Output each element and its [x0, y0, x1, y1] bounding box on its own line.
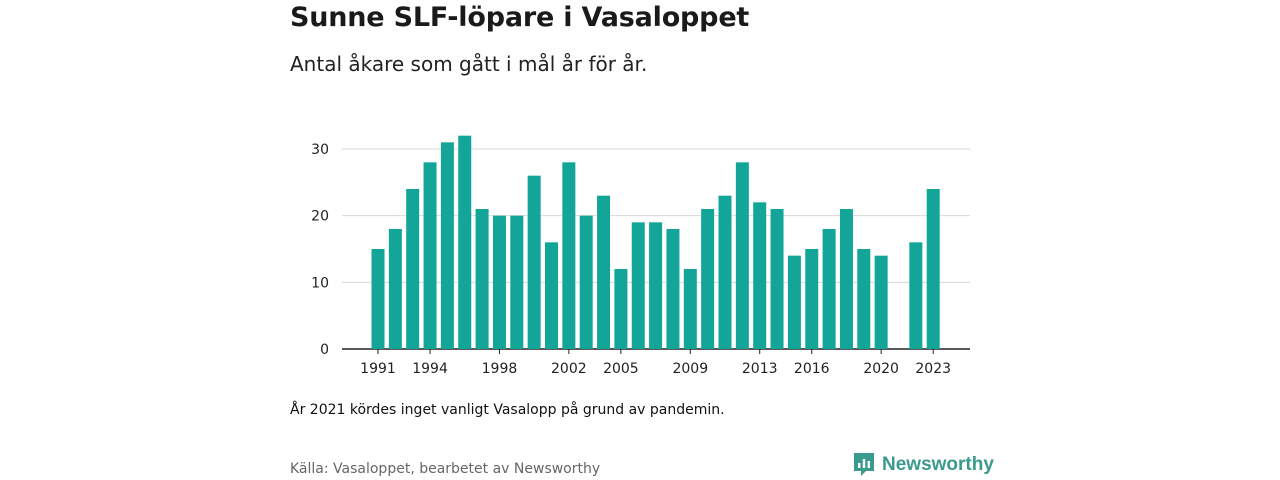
x-tick-label: 2020	[863, 361, 899, 377]
bar-1996	[458, 135, 472, 349]
x-tick-label: 1991	[360, 361, 396, 377]
bar-2008	[666, 229, 680, 349]
y-tick-label: 20	[311, 209, 329, 225]
bar-2003	[579, 215, 593, 349]
bar-2016	[805, 249, 819, 349]
bar-2009	[683, 269, 697, 349]
bar-2002	[562, 162, 576, 349]
x-axis-ticks: 1991 1994 1998 2002 2005 2009 2013 2016 2020 2023	[360, 349, 951, 377]
bar-2011	[718, 195, 732, 349]
y-tick-label: 0	[320, 342, 329, 358]
bar-2019	[857, 249, 871, 349]
bar-2010	[701, 209, 715, 349]
bar-1993	[406, 189, 420, 349]
bar-2014	[770, 209, 784, 349]
x-tick-label: 2009	[672, 361, 708, 377]
bar-2020	[874, 255, 888, 349]
bar-2012	[735, 162, 749, 349]
y-tick-label: 10	[311, 275, 329, 291]
chart-note: År 2021 kördes inget vanligt Vasalopp på…	[290, 402, 725, 418]
x-tick-label: 1994	[412, 361, 448, 377]
source-text: Källa: Vasaloppet, bearbetet av Newswort…	[290, 461, 601, 477]
bar-1994	[423, 162, 437, 349]
bar-2006	[631, 222, 645, 349]
bar-2013	[753, 202, 767, 349]
bar-1995	[440, 142, 454, 349]
y-axis-ticks: 0 10 20 30	[311, 142, 329, 358]
x-tick-label: 1998	[482, 361, 518, 377]
x-tick-label: 2023	[915, 361, 951, 377]
chart-title: Sunne SLF-löpare i Vasaloppet	[290, 2, 750, 33]
x-tick-label: 2005	[603, 361, 639, 377]
brand-logo: Newsworthy	[852, 452, 994, 478]
bar-2000	[527, 175, 541, 349]
bar-2007	[649, 222, 663, 349]
x-tick-label: 2013	[742, 361, 778, 377]
bar-2004	[597, 195, 611, 349]
bars	[371, 135, 940, 349]
brand-name: Newsworthy	[882, 454, 994, 475]
x-tick-label: 2016	[794, 361, 830, 377]
bar-1999	[510, 215, 524, 349]
bar-2017	[822, 229, 836, 349]
newsworthy-logo-icon	[854, 453, 874, 476]
bar-2015	[787, 255, 801, 349]
bar-1998	[492, 215, 506, 349]
bar-2005	[614, 269, 628, 349]
bar-2001	[545, 242, 558, 349]
bar-1992	[388, 229, 402, 349]
x-tick-label: 2002	[551, 361, 587, 377]
bar-chart: 0 10 20 30 1991 1994 1998 2002 2005 2009 2013 2016…	[311, 135, 970, 377]
bar-2022	[909, 242, 923, 349]
chart-subtitle: Antal åkare som gått i mål år för år.	[290, 52, 648, 76]
bar-2023	[926, 189, 940, 349]
y-tick-label: 30	[311, 142, 329, 158]
bar-2018	[839, 209, 853, 349]
bar-1997	[475, 209, 489, 349]
bar-1991	[371, 249, 385, 349]
